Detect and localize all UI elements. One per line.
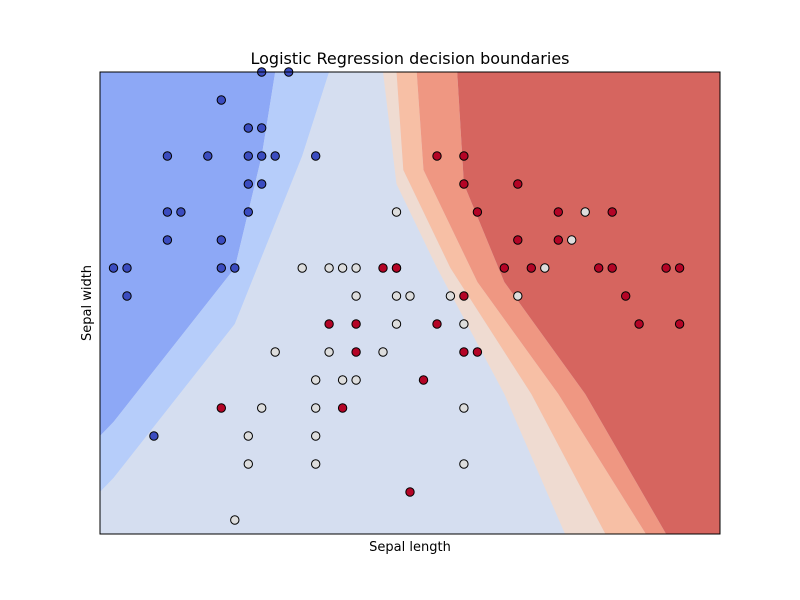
data-point-class-1-2 [580, 207, 590, 217]
data-point-class-1-17 [270, 347, 280, 357]
data-point-class-2-13 [526, 263, 536, 273]
data-point-class-0-20 [122, 263, 132, 273]
data-point-class-2-29 [216, 403, 227, 413]
data-point-class-0-3 [216, 95, 227, 105]
data-point-class-1-28 [243, 459, 254, 469]
data-point-class-0-8 [243, 151, 254, 161]
data-points [108, 67, 685, 525]
data-point-class-1-23 [257, 403, 267, 413]
data-point-class-2-19 [621, 291, 631, 301]
data-point-class-1-12 [405, 291, 415, 301]
data-point-class-2-24 [674, 319, 685, 329]
decision-region-7 [457, 72, 720, 534]
data-point-class-0-15 [176, 207, 186, 217]
data-point-class-1-25 [459, 403, 469, 413]
data-point-class-1-7 [351, 263, 361, 273]
data-point-class-0-24 [149, 431, 159, 441]
data-point-class-2-20 [324, 319, 334, 329]
data-point-class-2-28 [418, 375, 429, 385]
data-point-class-2-6 [553, 207, 563, 217]
data-point-class-0-12 [243, 179, 254, 189]
data-point-class-1-27 [311, 431, 321, 441]
data-point-class-1-20 [311, 375, 321, 385]
data-point-class-0-19 [108, 263, 119, 273]
data-point-class-2-5 [472, 207, 483, 217]
data-point-class-1-6 [337, 263, 348, 273]
data-point-class-2-9 [553, 235, 563, 245]
data-point-class-0-21 [216, 263, 227, 273]
data-point-class-2-31 [405, 487, 415, 497]
data-point-class-0-4 [243, 123, 254, 133]
data-point-class-0-13 [257, 179, 267, 189]
data-point-class-0-18 [216, 235, 227, 245]
data-point-class-2-16 [661, 263, 671, 273]
data-point-class-2-21 [351, 319, 361, 329]
data-point-class-1-5 [324, 263, 334, 273]
data-point-class-2-1 [432, 151, 442, 161]
data-point-class-2-14 [594, 263, 604, 273]
data-point-class-0-11 [311, 151, 321, 161]
y-axis-label: Sepal width [80, 265, 95, 341]
data-point-class-0-10 [270, 151, 280, 161]
data-point-class-2-10 [378, 263, 388, 273]
data-point-class-2-15 [607, 263, 617, 273]
data-point-class-0-22 [230, 263, 240, 273]
data-point-class-2-23 [634, 319, 644, 329]
data-point-class-1-15 [391, 319, 402, 329]
data-point-class-1-18 [324, 347, 334, 357]
data-point-class-2-7 [607, 207, 617, 217]
data-point-class-2-22 [432, 319, 442, 329]
data-point-class-2-2 [459, 151, 469, 161]
data-point-class-1-3 [567, 235, 577, 245]
chart-title: Logistic Regression decision boundaries [251, 49, 570, 68]
data-point-class-2-26 [459, 347, 469, 357]
data-point-class-0-16 [243, 207, 254, 217]
data-point-class-1-4 [297, 263, 307, 273]
data-point-class-0-7 [203, 151, 213, 161]
data-point-class-1-1 [391, 207, 402, 217]
data-point-class-1-10 [351, 291, 361, 301]
data-point-class-0-17 [162, 235, 173, 245]
data-point-class-1-30 [459, 459, 469, 469]
data-point-class-2-12 [499, 263, 509, 273]
data-point-class-0-14 [162, 207, 173, 217]
data-point-class-1-31 [230, 515, 240, 525]
data-point-class-1-16 [459, 319, 469, 329]
data-point-class-2-4 [513, 179, 523, 189]
data-point-class-2-8 [513, 235, 523, 245]
data-point-class-0-6 [162, 151, 173, 161]
data-point-class-0-23 [122, 291, 132, 301]
data-point-class-1-29 [311, 459, 321, 469]
data-point-class-2-3 [459, 179, 469, 189]
data-point-class-1-13 [445, 291, 456, 301]
data-point-class-2-30 [337, 403, 348, 413]
decision-region-3 [100, 72, 565, 534]
data-point-class-1-22 [351, 375, 361, 385]
decision-regions [100, 72, 720, 534]
data-point-class-2-27 [472, 347, 483, 357]
data-point-class-0-9 [257, 151, 267, 161]
x-axis-label: Sepal length [369, 540, 451, 555]
plot-area [99, 67, 721, 535]
decision-region-1 [100, 72, 276, 436]
data-point-class-1-24 [311, 403, 321, 413]
data-point-class-1-21 [337, 375, 348, 385]
data-point-class-2-17 [674, 263, 685, 273]
data-point-class-1-19 [378, 347, 388, 357]
data-point-class-1-9 [540, 263, 550, 273]
data-point-class-0-5 [257, 123, 267, 133]
decision-region-2 [100, 72, 330, 492]
data-point-class-1-26 [243, 431, 254, 441]
data-point-class-2-18 [459, 291, 469, 301]
data-point-class-1-14 [513, 291, 523, 301]
data-point-class-2-25 [351, 347, 361, 357]
decision-region-6 [416, 72, 667, 534]
plot-frame [99, 71, 721, 535]
data-point-class-2-11 [391, 263, 402, 273]
data-point-class-1-11 [391, 291, 402, 301]
